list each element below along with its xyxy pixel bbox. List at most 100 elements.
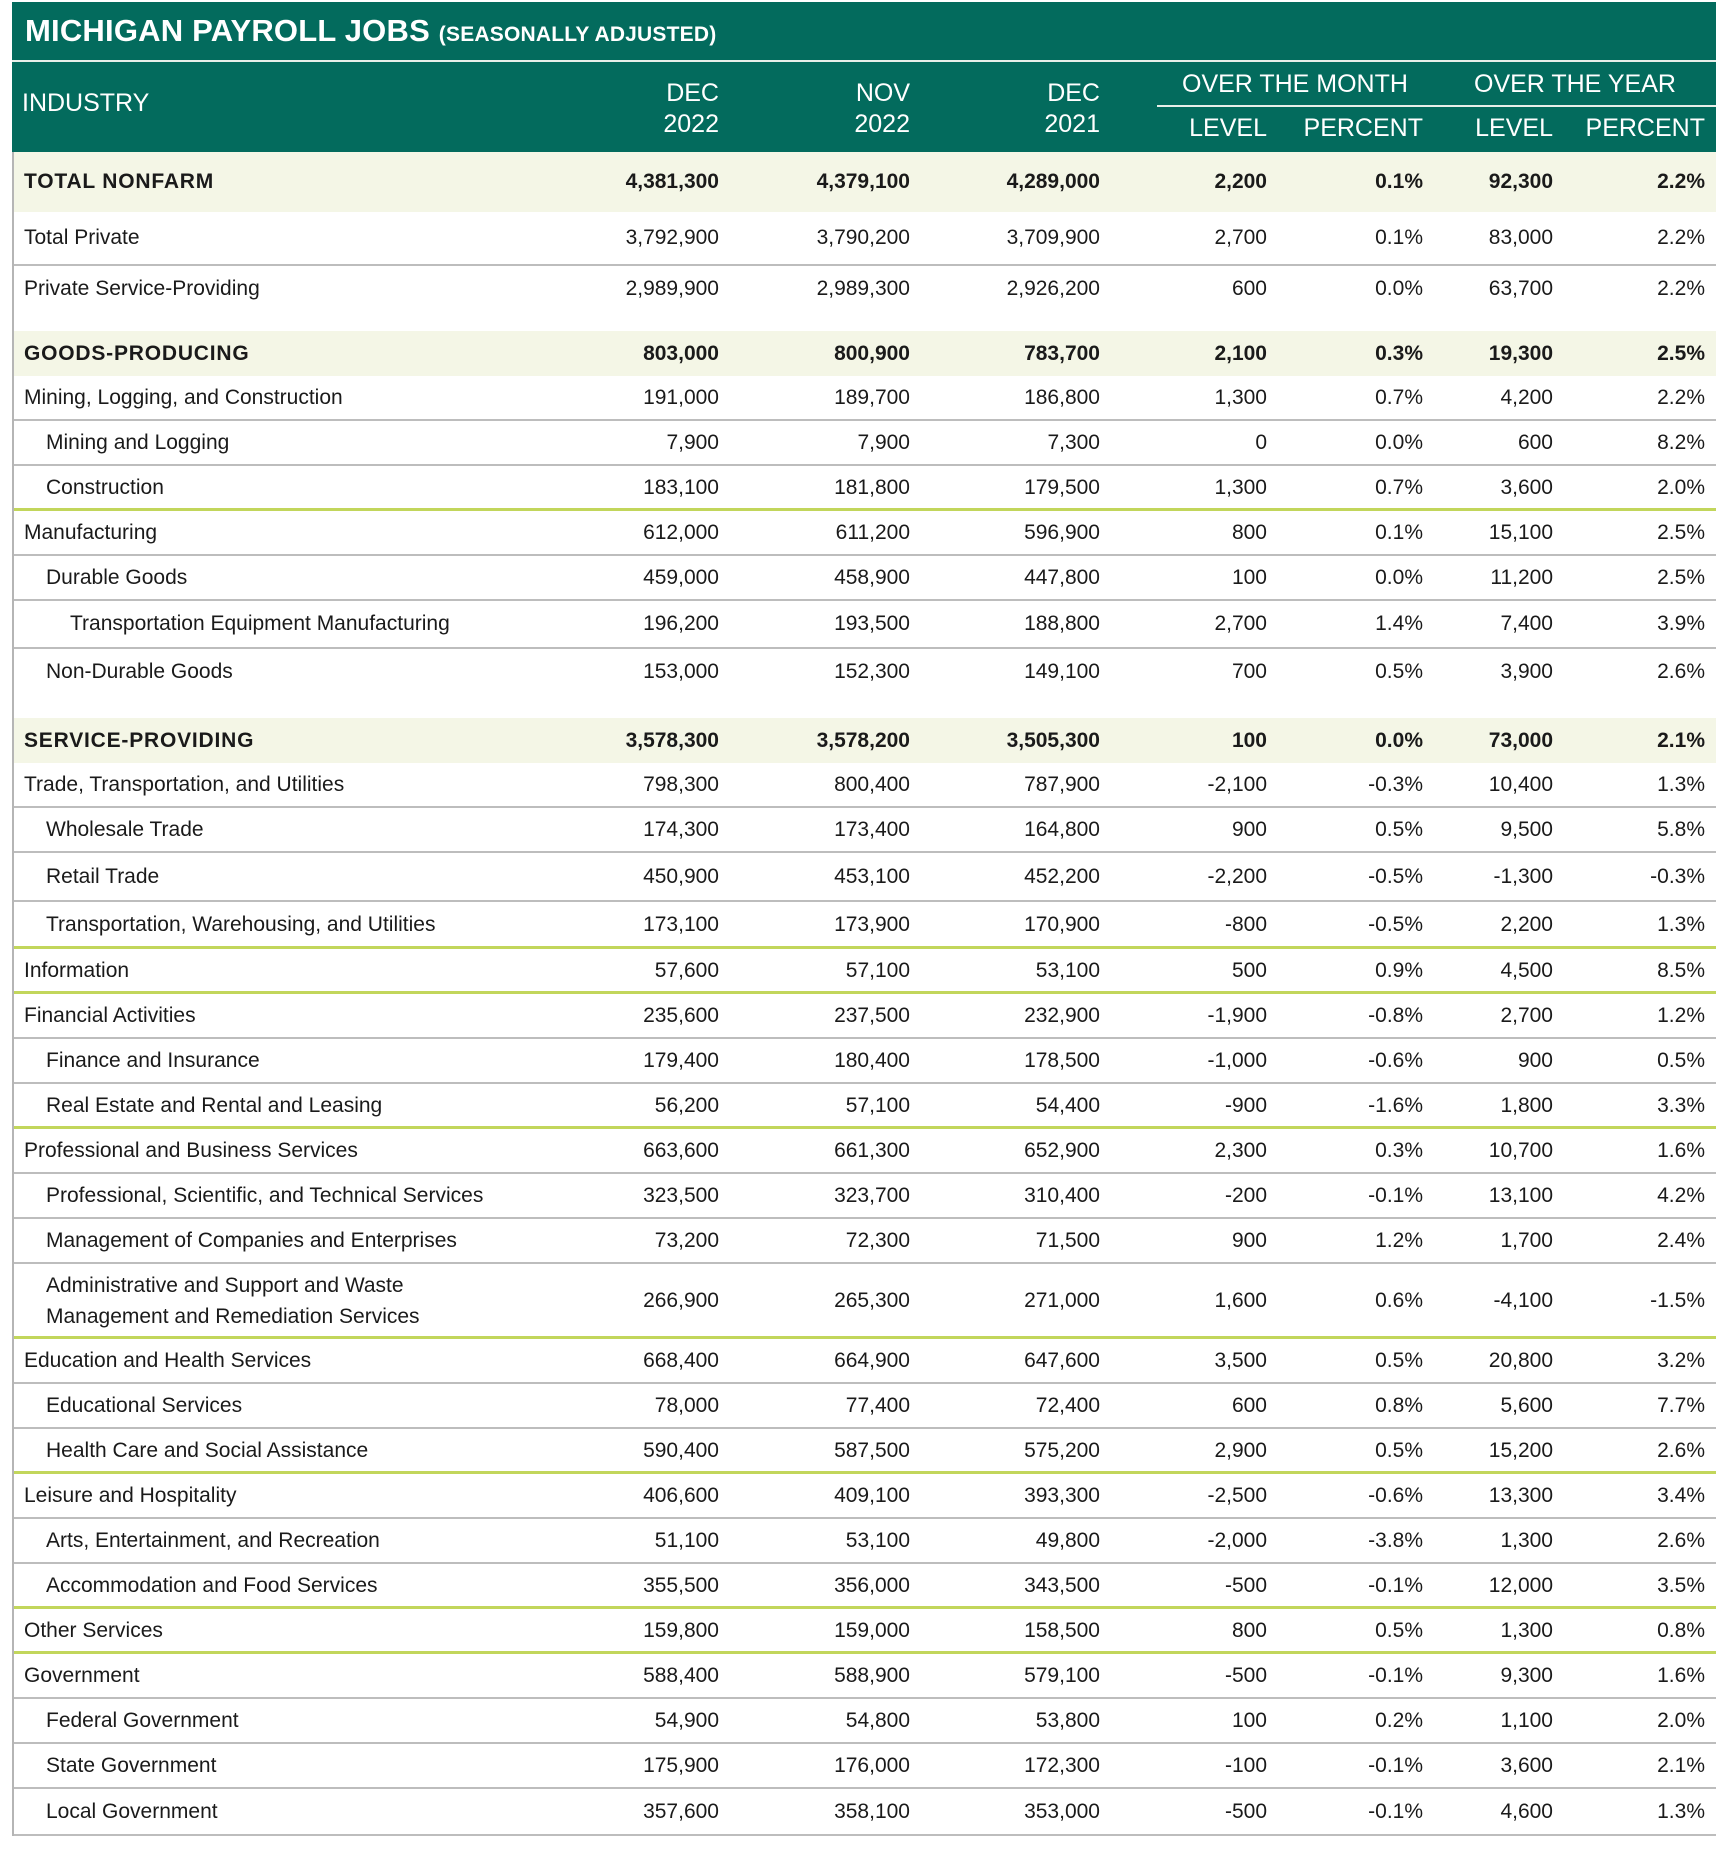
cell-year-percent: 2.2% [1657, 386, 1705, 409]
cell-nov-2022: 453,100 [834, 865, 910, 888]
table-row: TOTAL NONFARM 4,381,300 4,379,100 4,289,000… [14, 152, 1716, 212]
cell-month-level: 2,100 [1214, 342, 1267, 365]
cell-dec-2021: 353,000 [1024, 1800, 1100, 1823]
cell-dec-2022: 588,400 [643, 1664, 719, 1687]
cell-nov-2022: 664,900 [834, 1349, 910, 1372]
cell-year-percent: 5.8% [1657, 818, 1705, 841]
cell-month-level: 2,300 [1214, 1139, 1267, 1162]
cell-dec-2021: 178,500 [1024, 1049, 1100, 1072]
cell-year-percent: 0.8% [1657, 1619, 1705, 1642]
industry-label: Leisure and Hospitality [24, 1484, 237, 1507]
cell-dec-2022: 7,900 [666, 431, 719, 454]
cell-dec-2022: 51,100 [654, 1529, 719, 1552]
cell-year-percent: 3.4% [1657, 1484, 1705, 1507]
cell-dec-2021: 71,500 [1035, 1229, 1100, 1252]
cell-dec-2022: 590,400 [643, 1439, 719, 1462]
table-row: Education and Health Services 668,400 664,… [14, 1339, 1716, 1384]
cell-year-percent: 2.2% [1657, 226, 1705, 249]
industry-label: Trade, Transportation, and Utilities [24, 773, 345, 796]
industry-label: Private Service-Providing [24, 277, 260, 300]
cell-dec-2022: 153,000 [643, 660, 719, 683]
cell-nov-2022: 181,800 [834, 476, 910, 499]
cell-month-level: -1,000 [1207, 1049, 1267, 1072]
cell-nov-2022: 237,500 [834, 1004, 910, 1027]
cell-year-level: 600 [1517, 431, 1553, 454]
cell-month-level: -2,000 [1207, 1529, 1267, 1552]
table-row: Professional, Scientific, and Technical … [14, 1174, 1716, 1219]
cell-dec-2022: 668,400 [643, 1349, 719, 1372]
cell-nov-2022: 72,300 [845, 1229, 910, 1252]
cell-year-level: 3,600 [1500, 476, 1553, 499]
cell-nov-2022: 4,379,100 [816, 170, 910, 193]
cell-year-percent: 7.7% [1657, 1394, 1705, 1417]
table-row: Local Government 357,600 358,100 353,000 -50… [14, 1789, 1716, 1836]
table-row: Retail Trade 450,900 453,100 452,200 -2,200 -… [14, 853, 1716, 902]
cell-year-percent: 2.1% [1657, 1754, 1705, 1777]
cell-nov-2022: 57,100 [845, 959, 910, 982]
industry-label: Education and Health Services [24, 1349, 312, 1372]
table-row: Accommodation and Food Services 355,500 35… [14, 1564, 1716, 1609]
table-row: Financial Activities 235,600 237,500 232,90… [14, 994, 1716, 1039]
table-row: Health Care and Social Assistance 590,400… [14, 1429, 1716, 1474]
table-row: Private Service-Providing 2,989,900 2,989,… [14, 266, 1716, 331]
cell-month-percent: 0.5% [1375, 1439, 1423, 1462]
cell-nov-2022: 409,100 [834, 1484, 910, 1507]
table-row: Trade, Transportation, and Utilities 798,… [14, 763, 1716, 808]
cell-year-percent: 2.6% [1657, 660, 1705, 683]
cell-nov-2022: 588,900 [834, 1664, 910, 1687]
cell-nov-2022: 7,900 [857, 431, 910, 454]
cell-month-level: 900 [1231, 818, 1267, 841]
industry-label: Wholesale Trade [46, 818, 204, 841]
cell-month-percent: 0.6% [1375, 1289, 1423, 1312]
industry-label: Durable Goods [46, 566, 188, 589]
industry-label: Arts, Entertainment, and Recreation [46, 1529, 380, 1552]
cell-dec-2021: 7,300 [1047, 431, 1100, 454]
cell-nov-2022: 3,790,200 [816, 226, 910, 249]
industry-label: Non-Durable Goods [46, 660, 233, 683]
cell-year-level: 15,200 [1488, 1439, 1553, 1462]
industry-label: Transportation Equipment Manufacturing [70, 612, 450, 635]
cell-year-level: 4,200 [1500, 386, 1553, 409]
cell-year-percent: 1.6% [1657, 1664, 1705, 1687]
table-row: Other Services 159,800 159,000 158,500 800 0.… [14, 1609, 1716, 1654]
table-row: Federal Government 54,900 54,800 53,800 100 0… [14, 1699, 1716, 1744]
cell-year-level: 92,300 [1488, 170, 1553, 193]
header-nov-2022: NOV 2022 [854, 79, 910, 138]
cell-month-percent: 0.3% [1375, 1139, 1423, 1162]
cell-month-level: -2,200 [1207, 865, 1267, 888]
cell-dec-2022: 3,578,300 [625, 729, 719, 752]
cell-nov-2022: 180,400 [834, 1049, 910, 1072]
table-row: Transportation Equipment Manufacturing 19… [14, 601, 1716, 649]
cell-month-level: 100 [1231, 566, 1267, 589]
cell-dec-2022: 323,500 [643, 1184, 719, 1207]
table-row: SERVICE-PROVIDING 3,578,300 3,578,200 3,505… [14, 718, 1716, 763]
table-row: Management of Companies and Enterprises 7… [14, 1219, 1716, 1264]
cell-month-percent: -0.3% [1368, 773, 1423, 796]
cell-year-level: 9,300 [1500, 1664, 1553, 1687]
cell-dec-2021: 579,100 [1024, 1664, 1100, 1687]
cell-year-percent: 8.5% [1657, 959, 1705, 982]
cell-year-level: 1,100 [1500, 1709, 1553, 1732]
cell-year-percent: 2.2% [1657, 170, 1705, 193]
cell-month-level: -800 [1224, 913, 1267, 936]
industry-label: Financial Activities [24, 1004, 196, 1027]
cell-month-level: 800 [1231, 521, 1267, 544]
cell-dec-2021: 2,926,200 [1006, 277, 1100, 300]
cell-dec-2021: 787,900 [1024, 773, 1100, 796]
cell-month-percent: 0.5% [1375, 1349, 1423, 1372]
industry-label: Management of Companies and Enterprises [46, 1229, 457, 1252]
cell-year-level: 63,700 [1488, 277, 1553, 300]
cell-month-percent: 0.3% [1375, 342, 1423, 365]
table-row: Government 588,400 588,900 579,100 -500 -0.1%… [14, 1654, 1716, 1699]
cell-dec-2021: 575,200 [1024, 1439, 1100, 1462]
cell-year-level: 10,700 [1488, 1139, 1553, 1162]
table-row: Non-Durable Goods 153,000 152,300 149,100 70… [14, 649, 1716, 718]
cell-month-level: 2,700 [1214, 226, 1267, 249]
cell-dec-2021: 3,709,900 [1006, 226, 1100, 249]
cell-month-level: -2,500 [1207, 1484, 1267, 1507]
cell-month-level: -1,900 [1207, 1004, 1267, 1027]
cell-year-level: 3,900 [1500, 660, 1553, 683]
cell-dec-2021: 72,400 [1035, 1394, 1100, 1417]
industry-label: GOODS-PRODUCING [24, 342, 250, 365]
cell-dec-2022: 355,500 [643, 1574, 719, 1597]
